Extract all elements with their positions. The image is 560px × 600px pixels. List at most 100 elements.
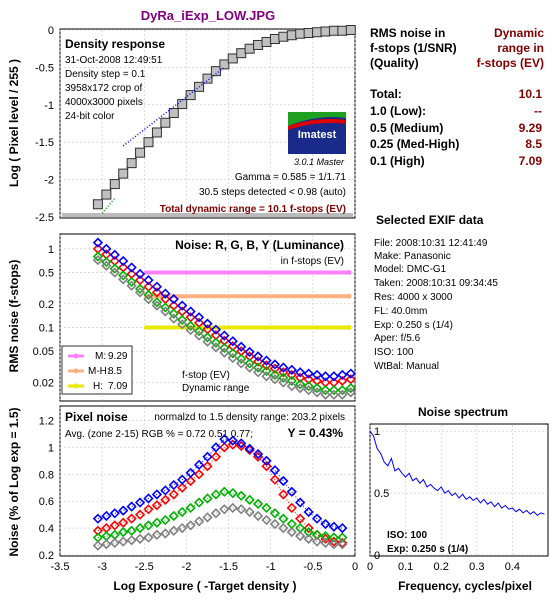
density-ytick-label: -1: [44, 100, 54, 112]
pixel-xtick-label: -1.5: [219, 561, 238, 573]
noise-point-g: [303, 381, 314, 392]
pixel-point-r: [151, 500, 163, 511]
noise-point-g: [177, 314, 188, 326]
pixel-point-b: [177, 474, 188, 485]
pixel-point-g: [278, 513, 289, 524]
noise-point-g: [269, 369, 281, 381]
pixel-point-g: [143, 520, 154, 531]
exif-line: Make: Panasonic: [374, 251, 451, 262]
noise-point-b: [143, 275, 154, 286]
noise-point-b: [101, 243, 112, 254]
noise-point-g: [252, 362, 264, 373]
pixel-point-y: [320, 537, 331, 549]
dr-row-value: 8.5: [525, 137, 542, 151]
density-step-mark: [320, 26, 331, 37]
density-step-mark: [177, 99, 188, 110]
legend-value: 8.5: [108, 366, 122, 377]
pixel-point-y: [244, 506, 255, 518]
pixel-point-y: [269, 518, 281, 530]
pixel-point-y: [227, 502, 238, 514]
noise-legend: M: 9.29 M-H: 8.5 H: 7.09: [61, 345, 133, 395]
pixel-point-b: [337, 522, 348, 534]
pixel-point-g: [303, 526, 314, 538]
steps-text: 30.5 steps detected < 0.98 (auto): [199, 187, 346, 198]
pixel-point-b: [219, 434, 230, 445]
legend-note: f-stop (EV): [182, 370, 230, 381]
pixel-ytick-label: 0.2: [39, 550, 54, 562]
noise-point-y: [193, 330, 205, 341]
noise-point-g: [143, 289, 154, 301]
pixel-point-r: [143, 504, 154, 515]
pixel-point-y: [185, 520, 196, 531]
pixel-point-g: [311, 529, 323, 540]
noise-point-b: [177, 300, 188, 311]
pixel-point-b: [286, 486, 297, 497]
pixel-point-b: [328, 521, 340, 532]
pixel-point-r: [160, 494, 171, 505]
exif-line: Model: DMC-G1: [374, 264, 447, 275]
pixel-point-y: [118, 536, 129, 547]
density-ytick-label: -2: [44, 175, 54, 187]
noise-point-y: [303, 385, 314, 396]
pixel-point-b: [134, 497, 146, 508]
noise-point-b: [295, 367, 306, 378]
pixel-point-r: [185, 475, 196, 487]
version-text: 3.0.1 Master: [294, 157, 345, 167]
pixel-point-b: [236, 438, 247, 449]
density-step-mark: [168, 108, 179, 119]
density-step-mark: [227, 53, 238, 64]
pixel-avg: Avg. (zone 2-15) RGB % = 0.72 0.51 0.77;: [65, 429, 253, 440]
spectrum-marks: [369, 430, 545, 517]
pixel-point-r: [244, 444, 255, 456]
pixel-point-r: [261, 461, 272, 472]
pixel-ylabel: Noise (% of Log exp = 1.5): [7, 407, 21, 556]
pixel-point-r: [92, 525, 104, 536]
dr-row-value: 7.09: [519, 154, 543, 168]
pixel-point-b: [320, 518, 331, 530]
noise-point-g: [160, 302, 171, 313]
logo-text: Imatest: [298, 129, 337, 141]
pixel-point-g: [252, 498, 264, 510]
noise-point-g: [261, 365, 272, 377]
dr-header-right: f-stops (EV): [477, 56, 544, 70]
noise-point-r: [278, 367, 289, 378]
density-ytick-label: -0.5: [35, 62, 54, 74]
noise-point-b: [328, 371, 340, 382]
pixel-xtick-label: -0.5: [303, 561, 322, 573]
noise-ytick-label: 0.05: [33, 346, 54, 358]
noise-point-g: [227, 348, 238, 359]
pixel-point-r: [303, 522, 314, 534]
spectrum-ytick-label: 0: [374, 550, 380, 562]
pixel-marks: [92, 434, 348, 551]
noise-point-y: [134, 287, 146, 298]
noise-point-y: [177, 319, 188, 330]
pixel-point-y: [101, 539, 112, 550]
pixel-point-g: [219, 486, 230, 497]
noise-point-y: [252, 367, 264, 378]
pixel-xtick-label: -2.5: [135, 561, 154, 573]
noise-point-b: [168, 293, 179, 305]
pixel-point-y: [337, 539, 348, 550]
noise-point-b: [261, 355, 272, 366]
density-step-mark: [219, 59, 230, 70]
pixel-point-y: [151, 529, 163, 540]
noise-point-g: [320, 385, 331, 396]
noise-point-b: [160, 288, 171, 299]
noise-point-g: [345, 382, 356, 394]
pixel-point-g: [337, 532, 348, 543]
density-step-mark: [160, 117, 171, 128]
noise-point-b: [320, 371, 331, 382]
noise-point-b: [219, 330, 230, 341]
noise-point-r: [261, 360, 272, 371]
pixel-point-y: [92, 540, 104, 551]
noise-point-y: [109, 267, 120, 278]
pixel-point-y: [109, 537, 120, 549]
noise-point-b: [286, 364, 297, 375]
dr-row-value: 9.29: [519, 121, 543, 135]
pixel-norm: normalzd to 1.5 density range: 203.2 pix…: [154, 412, 345, 423]
spectrum-ytick-label: 1: [374, 426, 380, 438]
noise-point-y: [269, 374, 281, 385]
spectrum-exp: Exp: 0.250 s (1/4): [387, 544, 468, 555]
pixel-point-g: [177, 506, 188, 518]
pixel-ytick-label: 0.6: [39, 496, 54, 508]
